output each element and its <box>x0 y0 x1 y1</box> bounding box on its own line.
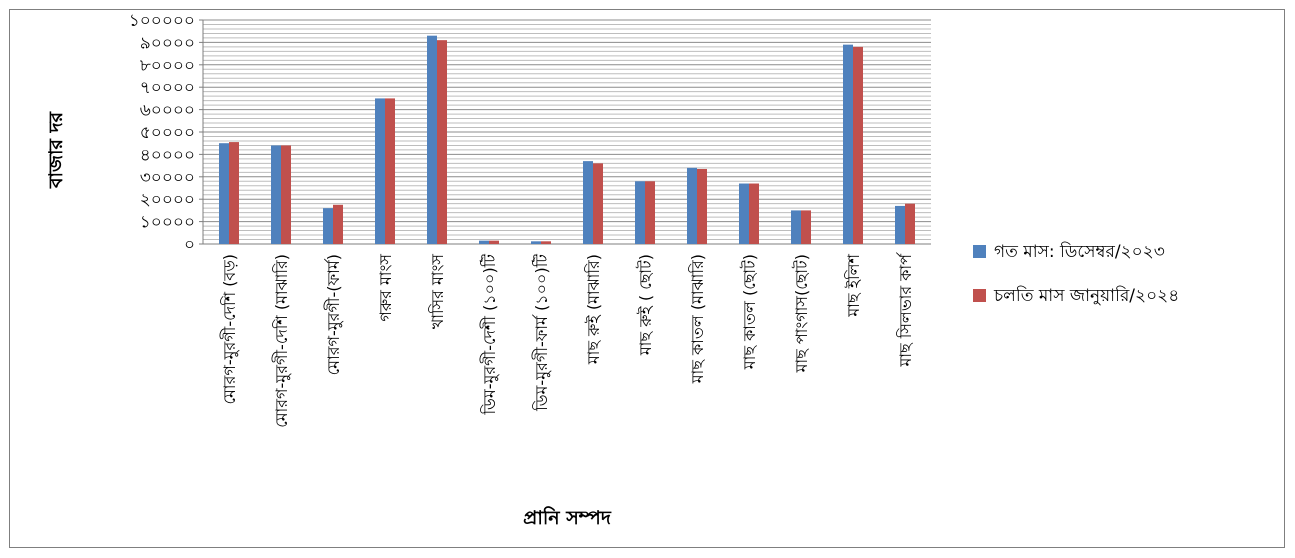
bar-current <box>541 241 551 244</box>
x-axis-label: প্রানি সম্পদ <box>523 506 612 529</box>
y-tick-label: ৭০০০০ <box>140 78 195 98</box>
bar-previous <box>219 143 229 244</box>
category-label: মাছ সিলভার কার্প <box>896 252 915 368</box>
y-tick-label: ৮০০০০ <box>140 56 195 76</box>
y-tick-label: ০ <box>184 235 195 255</box>
bar-previous <box>271 145 281 244</box>
category-label: ডিম-মুরগী-ফার্ম (১০০)টি <box>532 254 551 412</box>
y-tick-label: ৬০০০০ <box>140 101 195 121</box>
bar-current <box>645 181 655 244</box>
y-tick-label: ৫০০০০ <box>140 123 195 143</box>
category-label: খাসির মাংস <box>428 254 447 330</box>
legend-label: চলতি মাস জানুয়ারি/২০২৪ <box>993 285 1179 306</box>
y-tick-label: ৩০০০০ <box>140 168 195 188</box>
category-label: ডিম-মুরগী-দেশী (১০০)টি <box>480 254 499 416</box>
bar-previous <box>479 240 489 244</box>
y-tick-label: ২০০০০ <box>140 190 195 210</box>
category-label: মাছ রুই (মাঝারি) <box>584 254 603 365</box>
category-label: মোরগ-মুরগী-দেশি (মাঝারি) <box>272 254 291 428</box>
gridlines <box>203 19 931 241</box>
bar-previous <box>739 183 749 244</box>
bar-current <box>229 142 239 244</box>
category-label: মাছ ইলিশ <box>844 253 863 317</box>
bars <box>219 35 915 245</box>
legend: গত মাস: ডিসেম্বর/২০২৩ চলতি মাস জানুয়ারি/… <box>973 241 1179 306</box>
bar-current <box>437 40 447 244</box>
bar-current <box>593 163 603 244</box>
bar-previous <box>791 210 801 244</box>
y-tick-label: ৯০০০০ <box>140 33 195 53</box>
legend-swatch <box>973 245 986 258</box>
bar-current <box>697 168 707 244</box>
y-tick-label: ১০০০০ <box>140 213 195 233</box>
category-label: মোরগ-মুরগী-দেশি (বড়) <box>220 254 239 404</box>
bar-previous <box>635 181 645 244</box>
bar-current <box>853 46 863 244</box>
bar-current <box>333 204 343 244</box>
y-tick-label: ৪০০০০ <box>140 145 195 165</box>
bar-previous <box>375 98 385 245</box>
bar-current <box>385 98 395 245</box>
bar-previous <box>531 241 541 244</box>
bar-previous <box>843 44 853 244</box>
category-label: মাছ পাংগাস(ছোট) <box>792 254 811 373</box>
bar-previous <box>583 161 593 244</box>
bar-previous <box>687 167 697 244</box>
y-axis-label: বাজার দর <box>45 110 67 189</box>
bar-current <box>749 183 759 244</box>
bar-current <box>905 203 915 244</box>
legend-label: গত মাস: ডিসেম্বর/২০২৩ <box>994 241 1165 262</box>
category-labels: মোরগ-মুরগী-দেশি (বড়) মোরগ-মুরগী-দেশি (মা… <box>220 252 915 428</box>
y-tick-label: ১০০০০০ <box>129 11 195 31</box>
category-label: মাছ রুই ( ছোট) <box>636 254 655 356</box>
bar-previous <box>323 208 333 244</box>
category-label: মাছ কাতল (মাঝারি) <box>688 254 707 384</box>
legend-swatch <box>973 289 986 302</box>
bar-current <box>281 145 291 244</box>
bar-current <box>489 240 499 244</box>
bar-previous <box>427 35 437 245</box>
chart-frame: ০ ১০০০০ ২০০০০ ৩০০০০ ৪০০০০ ৫০০০০ ৬০০০০ ৭০০০০ ৮০০০… <box>9 9 1285 548</box>
bar-current <box>801 210 811 244</box>
bar-previous <box>895 205 905 244</box>
category-label: মাছ কাতল (ছোট) <box>740 254 759 370</box>
category-label: গরুর মাংস <box>376 254 395 322</box>
category-label: মোরগ-মুরগী-(ফার্ম) <box>324 254 343 375</box>
